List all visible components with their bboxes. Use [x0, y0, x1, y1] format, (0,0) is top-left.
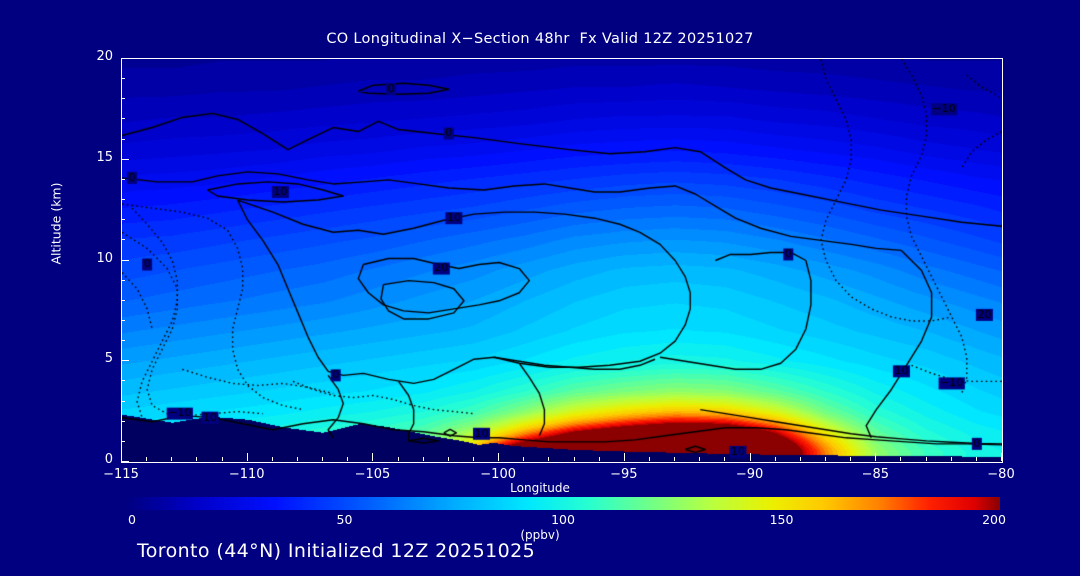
y-tick-label: 0 — [104, 452, 113, 467]
x-minor-tick — [548, 457, 549, 461]
x-minor-tick — [171, 457, 172, 461]
x-minor-tick — [347, 457, 348, 461]
colorbar-tick-label: 0 — [128, 512, 136, 527]
x-tick-mark — [1001, 453, 1002, 461]
y-minor-tick — [121, 320, 125, 321]
colorbar-tick-label: 100 — [551, 512, 575, 527]
x-minor-tick — [423, 457, 424, 461]
x-minor-tick — [649, 457, 650, 461]
footer-caption: Toronto (44°N) Initialized 12Z 20251025 — [137, 540, 536, 562]
y-minor-tick — [121, 118, 125, 119]
y-minor-tick — [121, 219, 125, 220]
x-minor-tick — [222, 457, 223, 461]
y-minor-tick — [121, 300, 125, 301]
y-minor-tick — [121, 380, 125, 381]
x-minor-tick — [448, 457, 449, 461]
y-minor-tick — [121, 78, 125, 79]
x-tick-mark — [624, 453, 625, 461]
x-tick-label: −85 — [861, 467, 889, 482]
x-minor-tick — [674, 457, 675, 461]
co-heatmap-canvas — [122, 59, 1002, 462]
x-tick-mark — [121, 453, 122, 461]
y-tick-mark — [121, 461, 129, 462]
x-minor-tick — [473, 457, 474, 461]
y-tick-mark — [121, 58, 129, 59]
x-minor-tick — [297, 457, 298, 461]
y-minor-tick — [121, 340, 125, 341]
x-minor-tick — [699, 457, 700, 461]
plot-area — [121, 58, 1003, 463]
x-minor-tick — [926, 457, 927, 461]
colorbar-units-label: (ppbv) — [520, 528, 560, 542]
y-tick-label: 20 — [96, 49, 113, 64]
x-minor-tick — [724, 457, 725, 461]
x-minor-tick — [146, 457, 147, 461]
x-minor-tick — [976, 457, 977, 461]
x-minor-tick — [599, 457, 600, 461]
y-tick-mark — [121, 360, 129, 361]
x-minor-tick — [800, 457, 801, 461]
x-tick-mark — [247, 453, 248, 461]
y-tick-label: 10 — [96, 250, 113, 266]
x-tick-label: −90 — [735, 467, 764, 482]
y-minor-tick — [121, 98, 125, 99]
x-minor-tick — [398, 457, 399, 461]
x-tick-label: −100 — [480, 467, 516, 482]
y-minor-tick — [121, 239, 125, 240]
x-tick-mark — [372, 453, 373, 461]
colorbar-tick-label: 50 — [336, 512, 353, 527]
y-minor-tick — [121, 139, 125, 140]
y-minor-tick — [121, 280, 125, 281]
x-tick-mark — [498, 453, 499, 461]
colorbar-tick-label: 200 — [982, 512, 1006, 527]
y-minor-tick — [121, 441, 125, 442]
x-minor-tick — [272, 457, 273, 461]
y-tick-mark — [121, 159, 129, 160]
colorbar — [126, 497, 1000, 510]
x-minor-tick — [850, 457, 851, 461]
y-minor-tick — [121, 199, 125, 200]
x-tick-label: −80 — [987, 467, 1015, 482]
y-minor-tick — [121, 401, 125, 402]
x-minor-tick — [951, 457, 952, 461]
y-axis-label: Altitude (km) — [48, 182, 64, 265]
x-tick-label: −105 — [354, 467, 391, 482]
x-axis-label: Longitude — [510, 481, 570, 495]
x-tick-mark — [875, 453, 876, 461]
x-minor-tick — [825, 457, 826, 461]
colorbar-tick-label: 150 — [769, 512, 794, 527]
x-tick-label: −115 — [103, 467, 139, 482]
x-minor-tick — [523, 457, 524, 461]
y-tick-label: 15 — [96, 149, 113, 165]
page-title: CO Longitudinal X−Section 48hr Fx Valid … — [326, 31, 754, 47]
y-tick-label: 5 — [104, 351, 113, 367]
x-tick-mark — [750, 453, 751, 461]
x-minor-tick — [196, 457, 197, 461]
y-minor-tick — [121, 421, 125, 422]
x-tick-label: −95 — [610, 467, 638, 482]
x-minor-tick — [900, 457, 901, 461]
x-minor-tick — [574, 457, 575, 461]
y-tick-mark — [121, 260, 129, 261]
y-minor-tick — [121, 179, 125, 180]
colorbar-gradient — [126, 497, 1000, 510]
x-minor-tick — [775, 457, 776, 461]
x-minor-tick — [322, 457, 323, 461]
x-tick-label: −110 — [228, 467, 265, 482]
